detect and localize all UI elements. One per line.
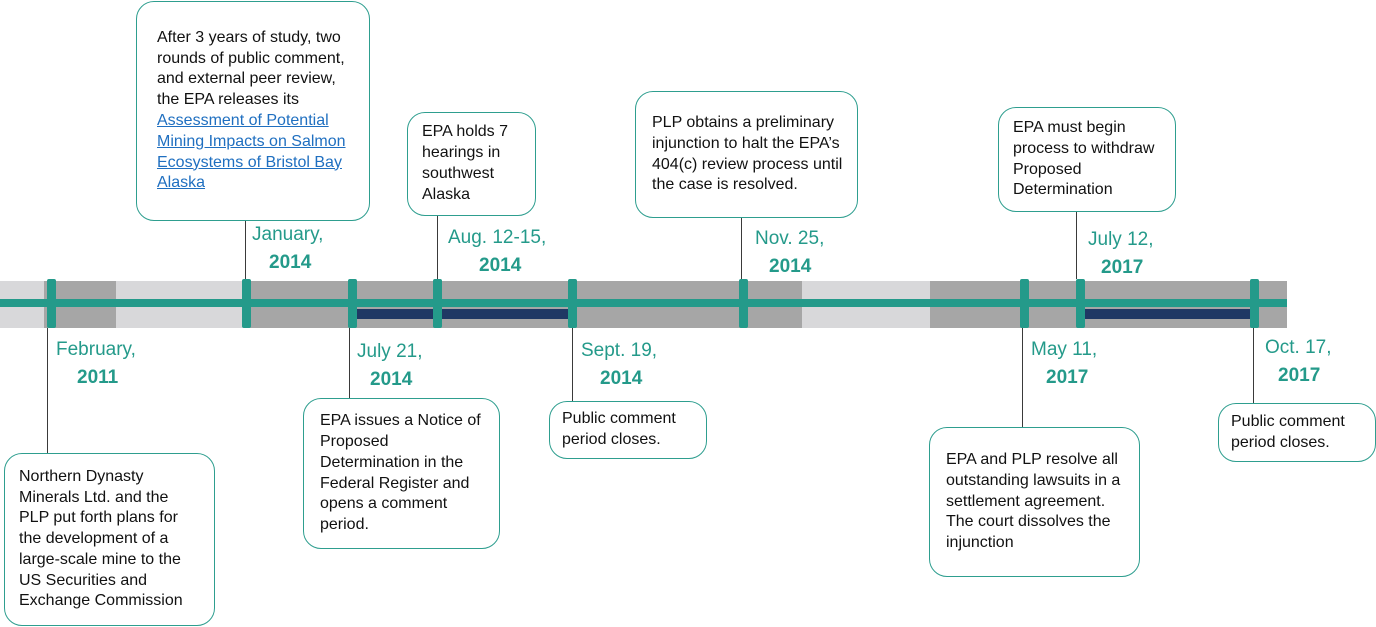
connector-line (245, 220, 246, 279)
date-line: May 11, (1031, 339, 1098, 360)
date-line: July 21, (357, 341, 423, 362)
date-label-feb-2011: February, 2011 (56, 336, 136, 392)
event-box-oct-2017: Public comment period closes. (1218, 403, 1376, 462)
timeline-tick (47, 279, 56, 328)
date-line: February, (56, 339, 136, 360)
date-year: 2014 (600, 368, 643, 389)
timeline-tick (568, 279, 577, 328)
date-year: 2017 (1101, 257, 1144, 278)
timeline-rail (0, 299, 1287, 307)
event-text: Public comment period closes. (1231, 412, 1345, 451)
connector-line (1253, 328, 1254, 403)
event-text: Public comment period closes. (562, 410, 676, 448)
connector-line (47, 328, 48, 454)
assessment-report-link[interactable]: Assessment of Potential Mining Impacts o… (157, 112, 346, 192)
event-box-jul-2014: EPA issues a Notice of Proposed Determin… (303, 398, 500, 549)
date-line: January, (252, 224, 324, 245)
event-text: EPA and PLP resolve all outstanding laws… (946, 451, 1121, 552)
event-text: Northern Dynasty Minerals Ltd. and the P… (19, 467, 183, 610)
comment-period-bar (352, 309, 572, 319)
date-label-aug-2014: Aug. 12-15, 2014 (448, 224, 546, 280)
date-line: Sept. 19, (581, 340, 658, 361)
date-label-jan-2014: January, 2014 (252, 221, 323, 277)
date-year: 2014 (479, 255, 522, 276)
date-line: Oct. 17, (1265, 337, 1332, 358)
timeline-tick (739, 279, 748, 328)
event-box-jan-2014: After 3 years of study, two rounds of pu… (136, 1, 370, 221)
event-box-jul-2017: EPA must begin process to withdraw Propo… (998, 107, 1176, 212)
event-box-feb-2011: Northern Dynasty Minerals Ltd. and the P… (4, 453, 215, 626)
date-label-jul-2014: July 21, 2014 (357, 338, 422, 394)
date-year: 2014 (769, 256, 812, 277)
connector-line (572, 328, 573, 402)
date-year: 2014 (370, 369, 413, 390)
timeline-tick (1250, 279, 1259, 328)
date-year: 2011 (77, 367, 119, 388)
event-box-sep-2014: Public comment period closes. (549, 401, 707, 459)
timeline-tick (433, 279, 442, 328)
event-box-aug-2014: EPA holds 7 hearings in southwest Alaska (407, 112, 536, 216)
event-text-lead: After 3 years of study, two rounds of pu… (157, 28, 345, 109)
date-line: Nov. 25, (755, 228, 825, 249)
event-text: After 3 years of study, two rounds of pu… (157, 28, 353, 194)
connector-line (1022, 328, 1023, 428)
date-line: July 12, (1088, 229, 1154, 250)
event-text: EPA holds 7 hearings in southwest Alaska (422, 123, 508, 203)
date-year: 2017 (1278, 365, 1321, 386)
event-box-may-2017: EPA and PLP resolve all outstanding laws… (929, 427, 1140, 577)
date-label-oct-2017: Oct. 17, 2017 (1265, 334, 1332, 390)
date-label-sep-2014: Sept. 19, 2014 (581, 337, 657, 393)
timeline-tick (242, 279, 251, 328)
date-year: 2017 (1046, 367, 1089, 388)
date-year: 2014 (269, 252, 312, 273)
date-label-nov-2014: Nov. 25, 2014 (755, 225, 824, 281)
comment-period-bar (1080, 309, 1254, 319)
connector-line (437, 215, 438, 279)
connector-line (1076, 211, 1077, 279)
connector-line (741, 217, 742, 279)
date-line: Aug. 12-15, (448, 227, 547, 248)
date-label-may-2017: May 11, 2017 (1031, 336, 1097, 392)
connector-line (349, 328, 350, 400)
event-text: PLP obtains a preliminary injunction to … (652, 113, 843, 194)
date-label-jul-2017: July 12, 2017 (1088, 226, 1153, 282)
timeline-tick (1020, 279, 1029, 328)
event-box-nov-2014: PLP obtains a preliminary injunction to … (635, 91, 858, 218)
timeline-tick (348, 279, 357, 328)
event-text: EPA issues a Notice of Proposed Determin… (320, 412, 481, 534)
timeline-tick (1076, 279, 1085, 328)
event-text: EPA must begin process to withdraw Propo… (1013, 118, 1155, 199)
